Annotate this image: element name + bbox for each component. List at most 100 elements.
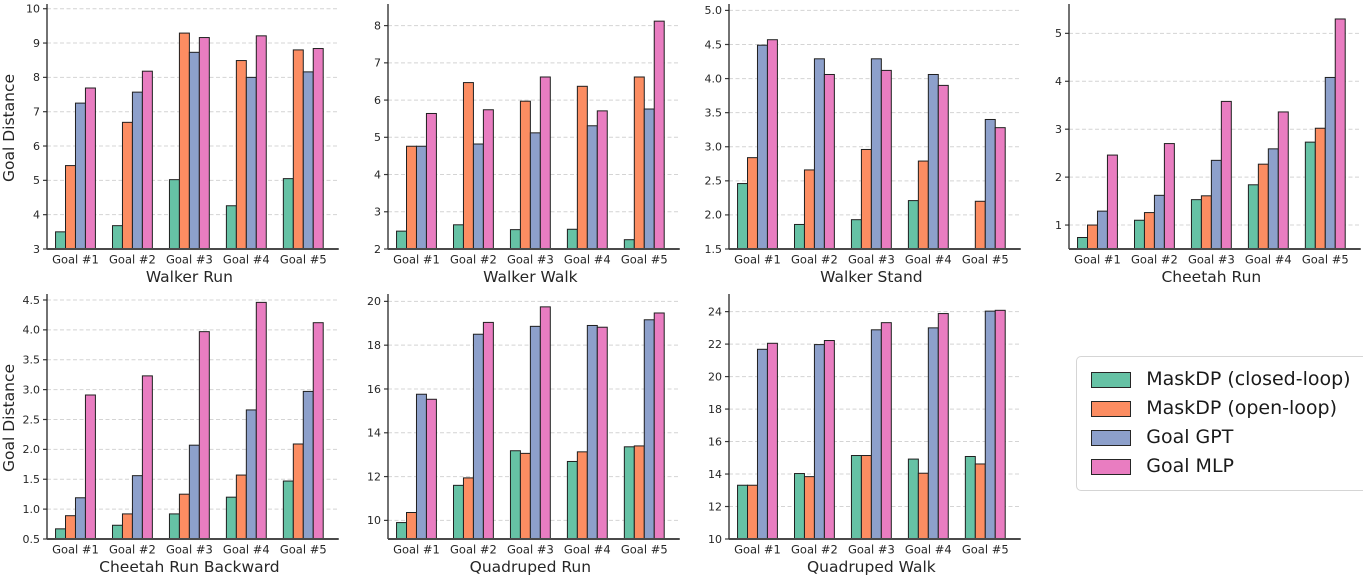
y-tick-label: 16 (367, 382, 381, 395)
bar-maskdp-open-loop- (1144, 212, 1156, 250)
bar-goal-mlp (994, 127, 1006, 250)
x-category-label: Goal #2 (450, 253, 497, 267)
chart-title: Cheetah Run Backward (99, 558, 279, 576)
bar-goal-gpt (415, 145, 427, 250)
bar-goal-gpt (813, 343, 825, 539)
x-category-label: Goal #5 (621, 542, 668, 556)
bar-maskdp-open-loop- (292, 49, 304, 250)
x-category-label: Goal #2 (109, 542, 156, 556)
x-category-label: Goal #3 (1188, 253, 1235, 267)
bar-maskdp-open-loop- (746, 484, 758, 539)
bar-goal-gpt (131, 474, 143, 539)
y-tick-label: 4 (33, 208, 40, 221)
y-tick-label: 20 (367, 295, 381, 308)
y-tick-label: 3.5 (704, 106, 722, 119)
bar-goal-mlp (425, 398, 437, 539)
bar-maskdp-closed-loop- (566, 228, 578, 250)
bar-maskdp-closed-loop- (282, 178, 294, 250)
bar-goal-mlp (994, 309, 1006, 540)
legend-label: Goal GPT (1146, 426, 1234, 448)
y-tick-label: 22 (708, 337, 722, 350)
bar-maskdp-open-loop- (576, 85, 588, 250)
bar-maskdp-open-loop- (65, 165, 76, 250)
bar-goal-mlp (653, 20, 665, 250)
chart-title: Quadruped Run (469, 558, 590, 576)
x-category-label: Goal #1 (1074, 253, 1121, 267)
bar-goal-gpt (245, 76, 257, 250)
legend-cell: MaskDP (closed-loop) MaskDP (open-loop) Go… (1022, 290, 1363, 579)
bar-maskdp-open-loop- (917, 160, 929, 250)
y-tick-label: 24 (708, 305, 722, 318)
x-category-label: Goal #4 (904, 542, 951, 556)
bar-maskdp-closed-loop- (793, 472, 805, 539)
x-category-label: Goal #4 (564, 542, 611, 556)
bar-maskdp-closed-loop- (395, 521, 407, 539)
bar-goal-gpt (1154, 194, 1166, 250)
bar-goal-gpt (74, 102, 86, 250)
y-tick-label: 5 (374, 131, 381, 144)
legend-swatch-icon (1091, 458, 1132, 475)
x-category-label: Goal #1 (52, 542, 99, 556)
bar-maskdp-open-loop- (917, 472, 929, 540)
x-category-label: Goal #1 (52, 253, 99, 267)
bar-maskdp-open-loop- (746, 157, 758, 250)
subplot-quadruped-walk: 10 12 14 16 18 20 22 24 Goal #1 Goal #2 Goal #3 Goa… (682, 290, 1023, 579)
bar-goal-mlp (1107, 154, 1119, 250)
bar-goal-gpt (302, 71, 314, 250)
subplot-walker-walk: 2 3 4 5 6 7 8 Goal #1 Goal #2 Goal #3 Goal #4 Goal … (341, 0, 682, 290)
bar-goal-gpt (870, 58, 882, 250)
bar-maskdp-open-loop- (803, 475, 815, 540)
bar-goal-gpt (472, 143, 484, 250)
chart-title: Walker Walk (483, 268, 578, 286)
bar-goal-gpt (188, 444, 200, 539)
y-tick-label: 4.5 (23, 293, 41, 306)
bar-goal-gpt (586, 324, 598, 540)
bar-maskdp-open-loop- (235, 474, 247, 539)
bar-goal-mlp (1164, 143, 1176, 250)
bar-goal-gpt (1325, 76, 1336, 250)
bar-goal-gpt (529, 132, 541, 250)
legend-swatch-icon (1091, 400, 1132, 417)
bar-goal-mlp (766, 342, 778, 539)
bar-maskdp-open-loop- (1201, 195, 1213, 250)
bar-goal-gpt (643, 108, 655, 250)
bar-goal-mlp (937, 312, 949, 540)
bar-goal-gpt (643, 318, 655, 539)
bar-goal-mlp (425, 112, 437, 250)
bar-maskdp-closed-loop- (168, 512, 180, 539)
y-tick-label: 16 (708, 435, 722, 448)
y-tick-label: 20 (708, 370, 722, 383)
bar-maskdp-closed-loop- (509, 229, 521, 250)
bar-goal-mlp (880, 69, 892, 250)
x-category-label: Goal #1 (393, 542, 440, 556)
chart-svg: 3 4 5 6 7 8 9 10 Goal #1 Goal #2 Goal #3 Goal #4 Goa… (0, 3, 339, 286)
x-category-label: Goal #3 (507, 253, 554, 267)
y-tick-label: 10 (708, 532, 722, 545)
bar-maskdp-open-loop- (65, 514, 76, 539)
subplot-cheetah-run-backward: 0.5 1.0 1.5 2.0 2.5 3.0 3.5 4.0 4.5 Goal #1 Goal #… (0, 290, 341, 579)
x-category-label: Goal #4 (564, 253, 611, 267)
legend: MaskDP (closed-loop) MaskDP (open-loop) Go… (1076, 355, 1363, 491)
y-tick-label: 1 (1055, 219, 1062, 232)
bar-maskdp-open-loop- (519, 452, 531, 539)
bar-maskdp-closed-loop- (850, 454, 862, 540)
bar-maskdp-open-loop- (633, 76, 645, 250)
x-category-label: Goal #5 (1302, 253, 1349, 267)
legend-label: MaskDP (open-loop) (1146, 397, 1338, 419)
bar-maskdp-closed-loop- (623, 445, 635, 539)
bar-maskdp-closed-loop- (566, 460, 578, 539)
x-category-label: Goal #3 (166, 542, 213, 556)
bar-maskdp-closed-loop- (509, 449, 521, 540)
y-tick-label: 18 (367, 338, 381, 351)
bar-goal-gpt (302, 390, 314, 539)
y-tick-label: 8 (33, 71, 40, 84)
y-tick-label: 12 (367, 470, 381, 483)
bar-maskdp-closed-loop- (452, 484, 464, 539)
x-category-label: Goal #2 (791, 542, 838, 556)
legend-swatch-icon (1091, 429, 1132, 446)
bar-goal-mlp (539, 305, 551, 539)
bar-maskdp-closed-loop- (736, 183, 748, 250)
x-category-label: Goal #3 (847, 542, 894, 556)
y-tick-label: 2 (374, 243, 381, 256)
bar-goal-gpt (1097, 210, 1109, 250)
